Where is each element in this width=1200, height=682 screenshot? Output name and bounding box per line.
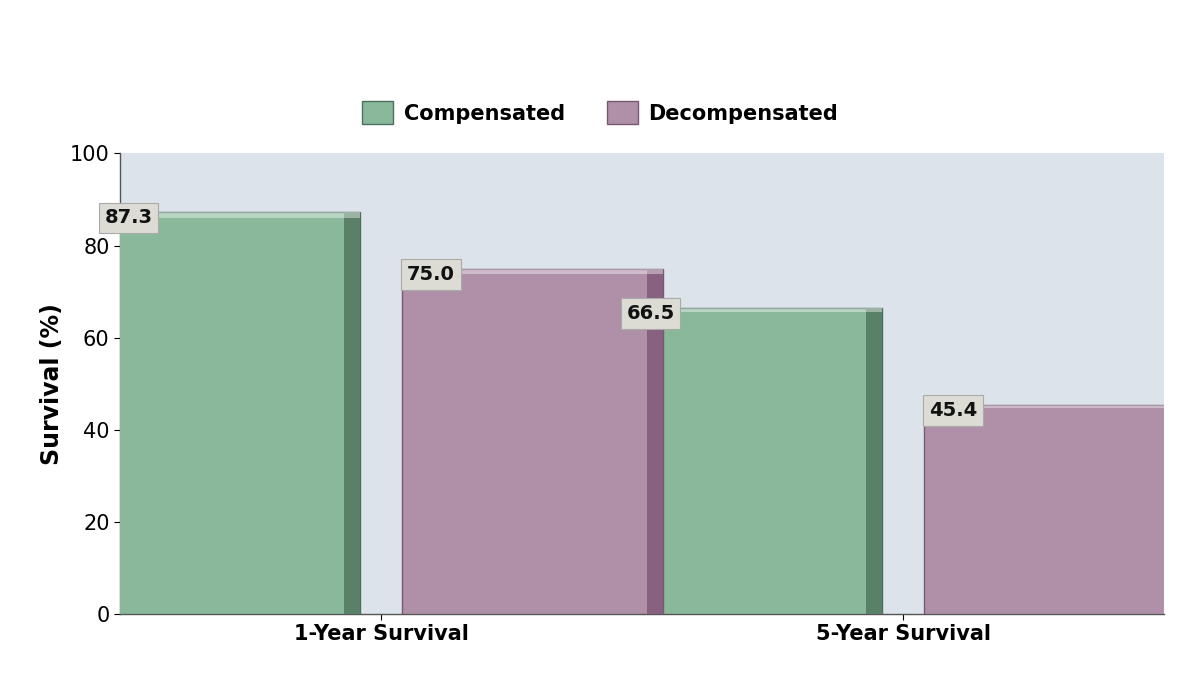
Bar	[924, 405, 1184, 614]
Legend: Compensated, Decompensated: Compensated, Decompensated	[354, 93, 846, 132]
Bar	[622, 308, 882, 312]
Bar	[100, 212, 360, 218]
Bar	[1169, 405, 1184, 614]
Bar	[866, 308, 882, 614]
Bar	[402, 269, 662, 273]
Y-axis label: Survival (%): Survival (%)	[41, 303, 65, 464]
Text: Survival in Patients with Compensated versus Decompensated Cirrhosis: Survival in Patients with Compensated ve…	[7, 25, 1193, 53]
Bar	[344, 212, 360, 614]
Text: 66.5: 66.5	[626, 304, 674, 323]
Bar	[402, 269, 662, 614]
Bar	[100, 212, 360, 614]
Text: 75.0: 75.0	[407, 265, 455, 284]
Bar	[924, 405, 1184, 408]
Text: 45.4: 45.4	[929, 401, 977, 420]
Text: 87.3: 87.3	[104, 209, 152, 227]
Bar	[622, 308, 882, 614]
Bar	[647, 269, 662, 614]
